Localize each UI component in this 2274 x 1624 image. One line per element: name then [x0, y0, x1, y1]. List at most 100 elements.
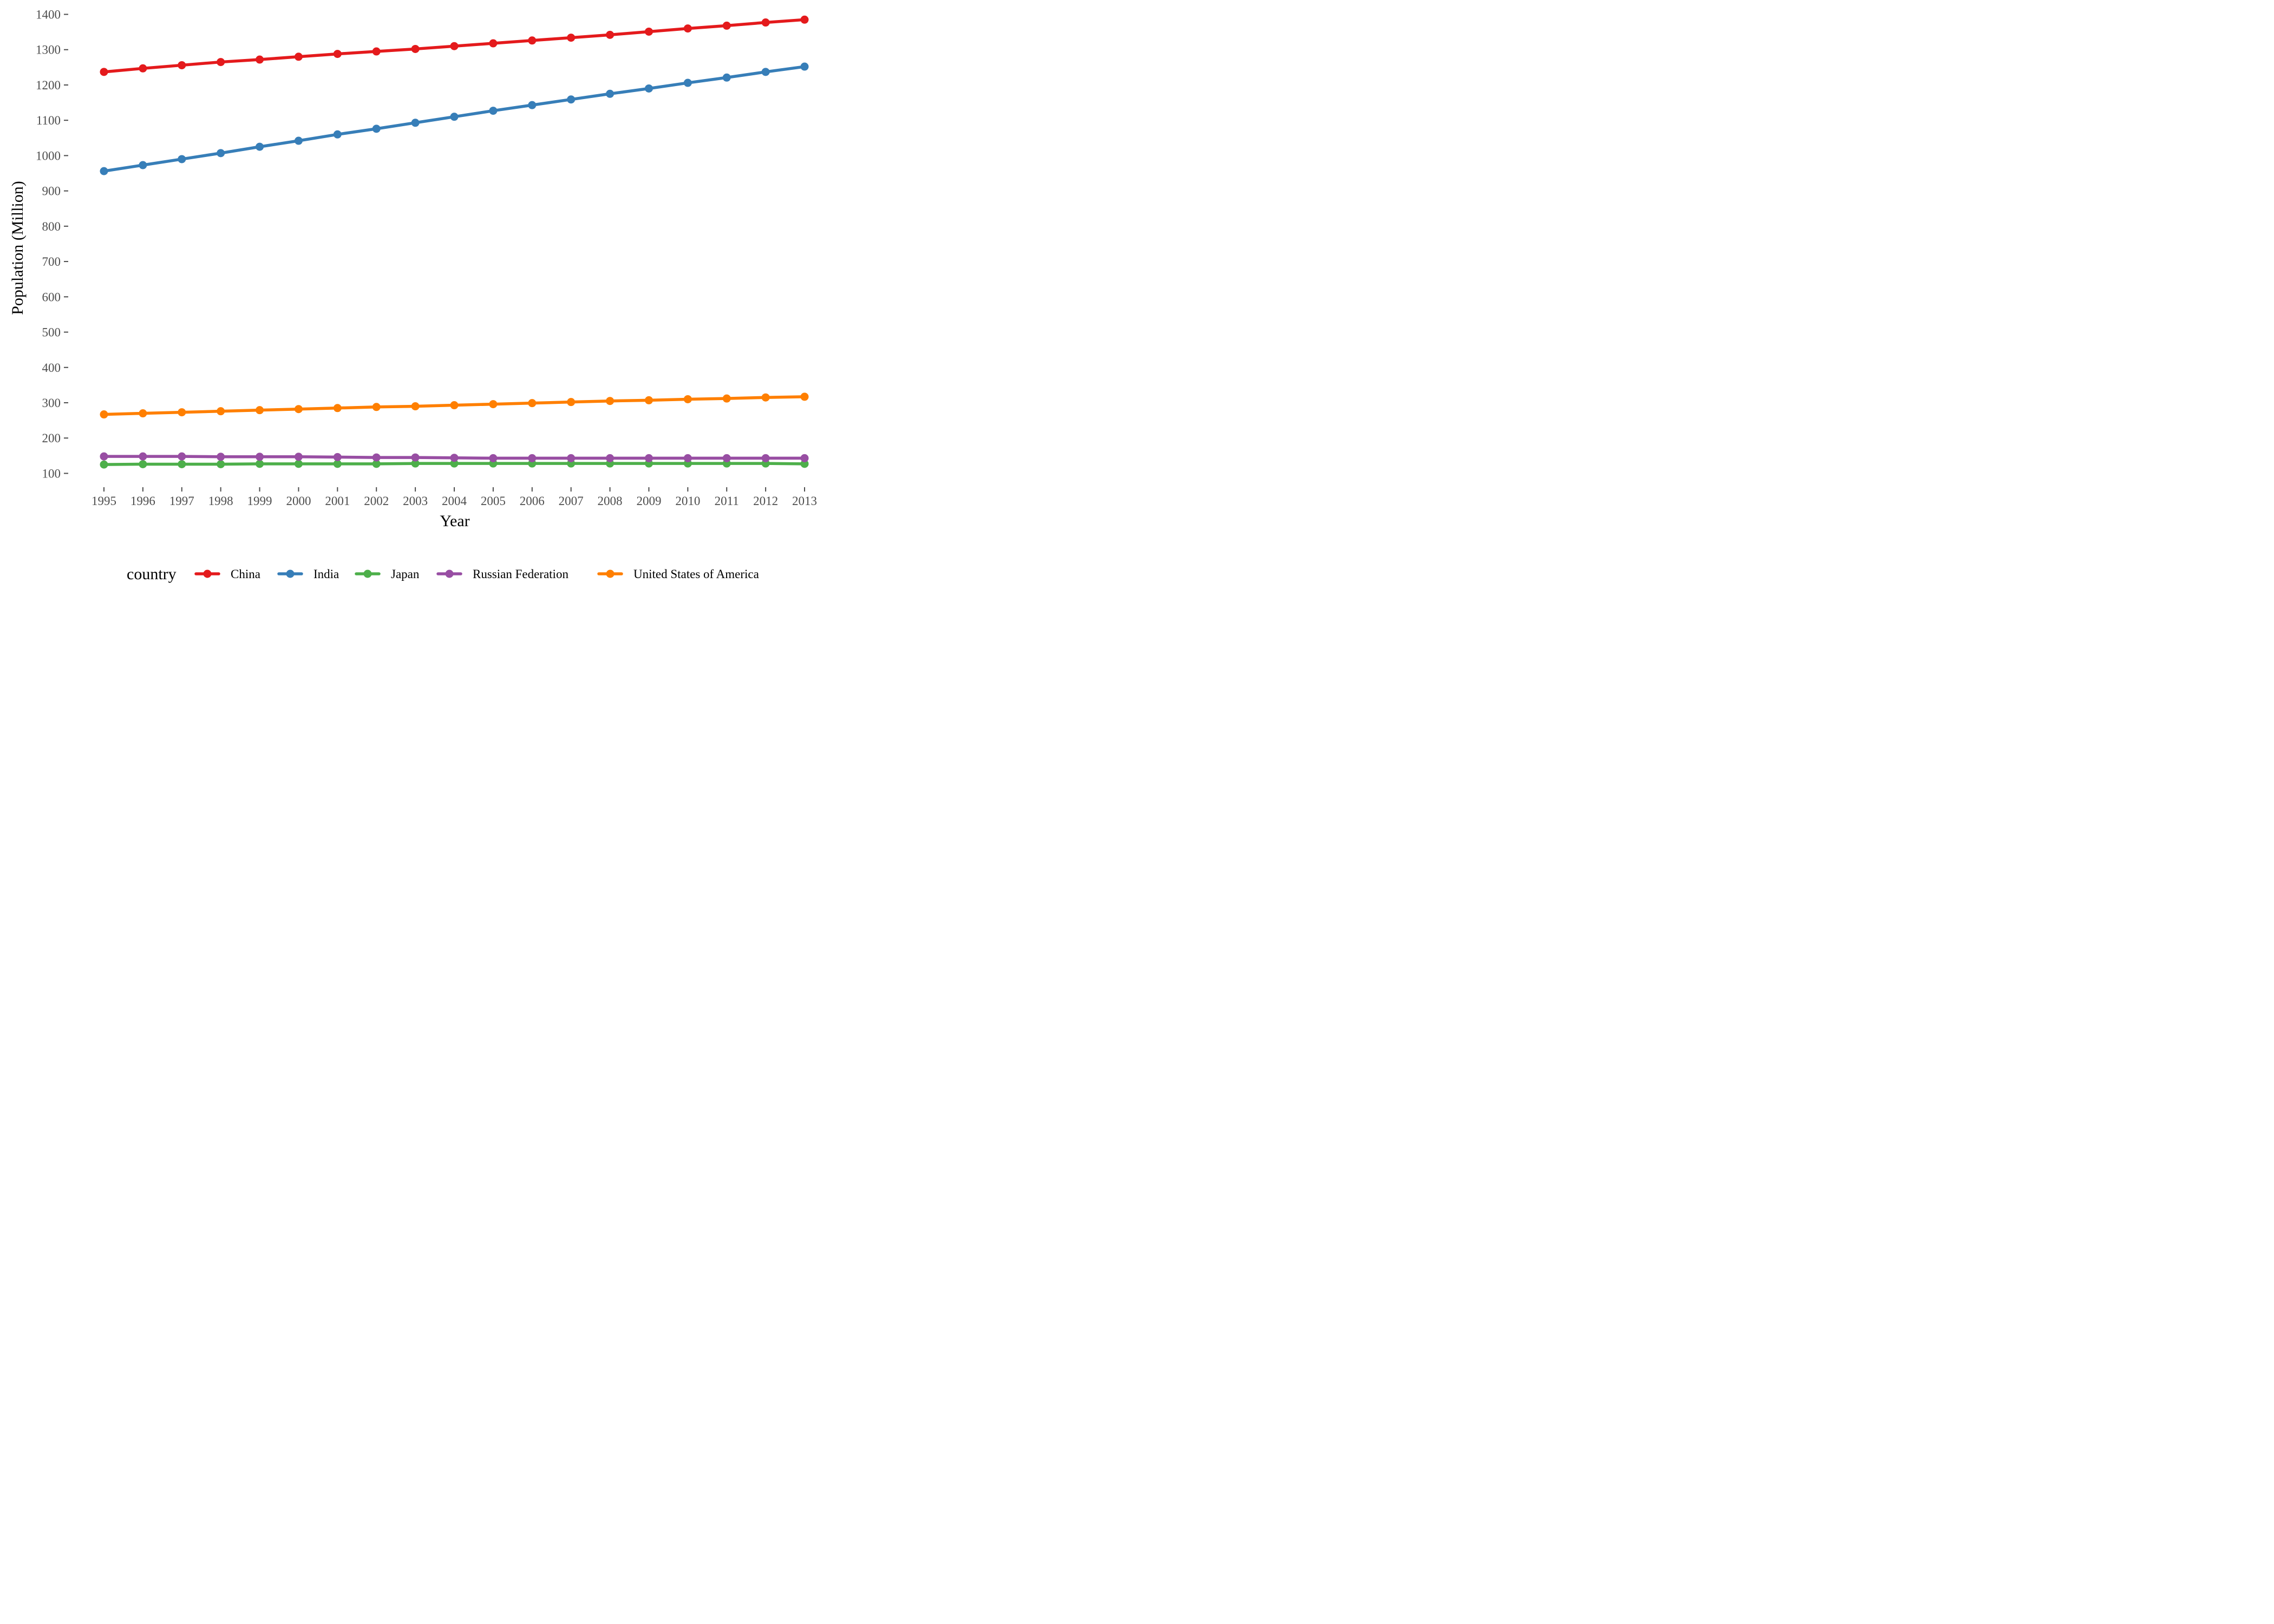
data-point-india — [450, 113, 459, 121]
data-point-india — [100, 167, 108, 175]
data-point-united-states-of-america — [256, 406, 264, 415]
data-point-china — [489, 39, 498, 48]
data-point-united-states-of-america — [450, 401, 459, 410]
data-point-united-states-of-america — [217, 407, 225, 416]
data-point-united-states-of-america — [761, 393, 770, 402]
data-point-united-states-of-america — [333, 404, 342, 412]
data-point-china — [178, 61, 186, 69]
data-point-china — [450, 42, 459, 50]
plot-area — [100, 15, 809, 469]
legend-key-point — [286, 569, 295, 578]
x-tick-label: 2013 — [792, 494, 817, 508]
y-tick-label: 600 — [42, 290, 61, 304]
data-point-russian-federation — [800, 454, 809, 462]
data-point-china — [606, 30, 615, 39]
data-point-russian-federation — [294, 453, 303, 461]
data-point-india — [372, 125, 381, 133]
data-point-russian-federation — [411, 453, 420, 462]
data-point-united-states-of-america — [722, 394, 731, 403]
data-point-china — [139, 64, 147, 73]
data-point-india — [411, 119, 420, 127]
legend-label: China — [231, 567, 260, 581]
x-tick-label: 2009 — [636, 494, 661, 508]
y-tick-label: 400 — [42, 361, 61, 375]
data-point-japan — [178, 460, 186, 468]
data-point-india — [683, 78, 692, 87]
y-tick-label: 700 — [42, 255, 61, 269]
data-point-russian-federation — [372, 453, 381, 462]
y-tick-label: 200 — [42, 431, 61, 445]
data-point-united-states-of-america — [489, 400, 498, 409]
data-point-japan — [333, 460, 342, 468]
data-point-united-states-of-america — [139, 409, 147, 418]
data-point-russian-federation — [217, 453, 225, 461]
x-tick-label: 2007 — [559, 494, 584, 508]
y-tick-label: 100 — [42, 467, 61, 480]
x-tick-label: 2010 — [675, 494, 700, 508]
data-point-china — [217, 58, 225, 67]
data-point-united-states-of-america — [800, 392, 809, 401]
data-point-united-states-of-america — [683, 395, 692, 403]
legend-item-china: China — [194, 567, 260, 581]
data-point-japan — [100, 460, 108, 469]
x-tick-label: 2000 — [286, 494, 311, 508]
legend-label: India — [313, 567, 339, 581]
data-point-russian-federation — [100, 452, 108, 461]
legend: country China India Japan Russian Federatio… — [127, 565, 759, 583]
x-tick-label: 2011 — [715, 494, 739, 508]
data-point-india — [139, 161, 147, 169]
legend-label: Japan — [391, 567, 420, 581]
data-point-china — [100, 68, 108, 76]
series-united-states-of-america — [100, 392, 809, 419]
data-point-china — [644, 27, 653, 36]
x-axis-title: Year — [440, 512, 469, 530]
data-point-russian-federation — [606, 454, 615, 462]
data-point-united-states-of-america — [644, 396, 653, 404]
data-point-japan — [372, 460, 381, 468]
data-point-china — [256, 55, 264, 64]
legend-key-point — [363, 569, 372, 578]
data-point-japan — [139, 460, 147, 468]
y-axis-title: Population (Million) — [9, 181, 27, 315]
x-tick-label: 1998 — [208, 494, 233, 508]
data-point-united-states-of-america — [606, 397, 615, 405]
legend-item-united-states-of-america: United States of America — [597, 567, 759, 581]
legend-key-point — [203, 569, 212, 578]
data-point-japan — [800, 460, 809, 468]
y-tick-label: 1000 — [36, 149, 61, 162]
legend-label: Russian Federation — [473, 567, 568, 581]
data-point-india — [722, 73, 731, 82]
data-point-russian-federation — [567, 454, 576, 462]
x-tick-label: 1997 — [169, 494, 194, 508]
x-tick-label: 2012 — [753, 494, 778, 508]
data-point-japan — [256, 460, 264, 468]
y-tick-label: 1300 — [36, 43, 61, 57]
line-chart: 100 200 300 400 500 600 700 800 900 1000 1100 1200 1… — [0, 0, 836, 597]
data-point-china — [333, 50, 342, 58]
y-tick-label: 900 — [42, 185, 61, 198]
data-point-japan — [411, 459, 420, 468]
data-point-india — [217, 149, 225, 158]
series-russian-federation — [100, 452, 809, 462]
data-point-china — [567, 34, 576, 42]
x-tick-label: 1999 — [247, 494, 272, 508]
data-point-japan — [450, 459, 459, 468]
series-japan — [100, 459, 809, 469]
y-tick-label: 800 — [42, 220, 61, 233]
data-point-india — [761, 68, 770, 76]
x-tick-label: 1996 — [130, 494, 155, 508]
data-point-india — [256, 142, 264, 151]
data-point-india — [567, 95, 576, 104]
data-point-united-states-of-america — [372, 403, 381, 411]
legend-title: country — [127, 565, 177, 583]
data-point-russian-federation — [256, 453, 264, 461]
x-tick-label: 2005 — [481, 494, 506, 508]
data-point-united-states-of-america — [100, 410, 108, 419]
y-tick-label: 1100 — [36, 114, 61, 127]
data-point-china — [683, 24, 692, 33]
data-point-russian-federation — [528, 454, 537, 462]
data-point-russian-federation — [139, 452, 147, 461]
data-point-china — [722, 21, 731, 30]
legend-item-india: India — [277, 567, 339, 581]
y-tick-label: 1200 — [36, 78, 61, 92]
